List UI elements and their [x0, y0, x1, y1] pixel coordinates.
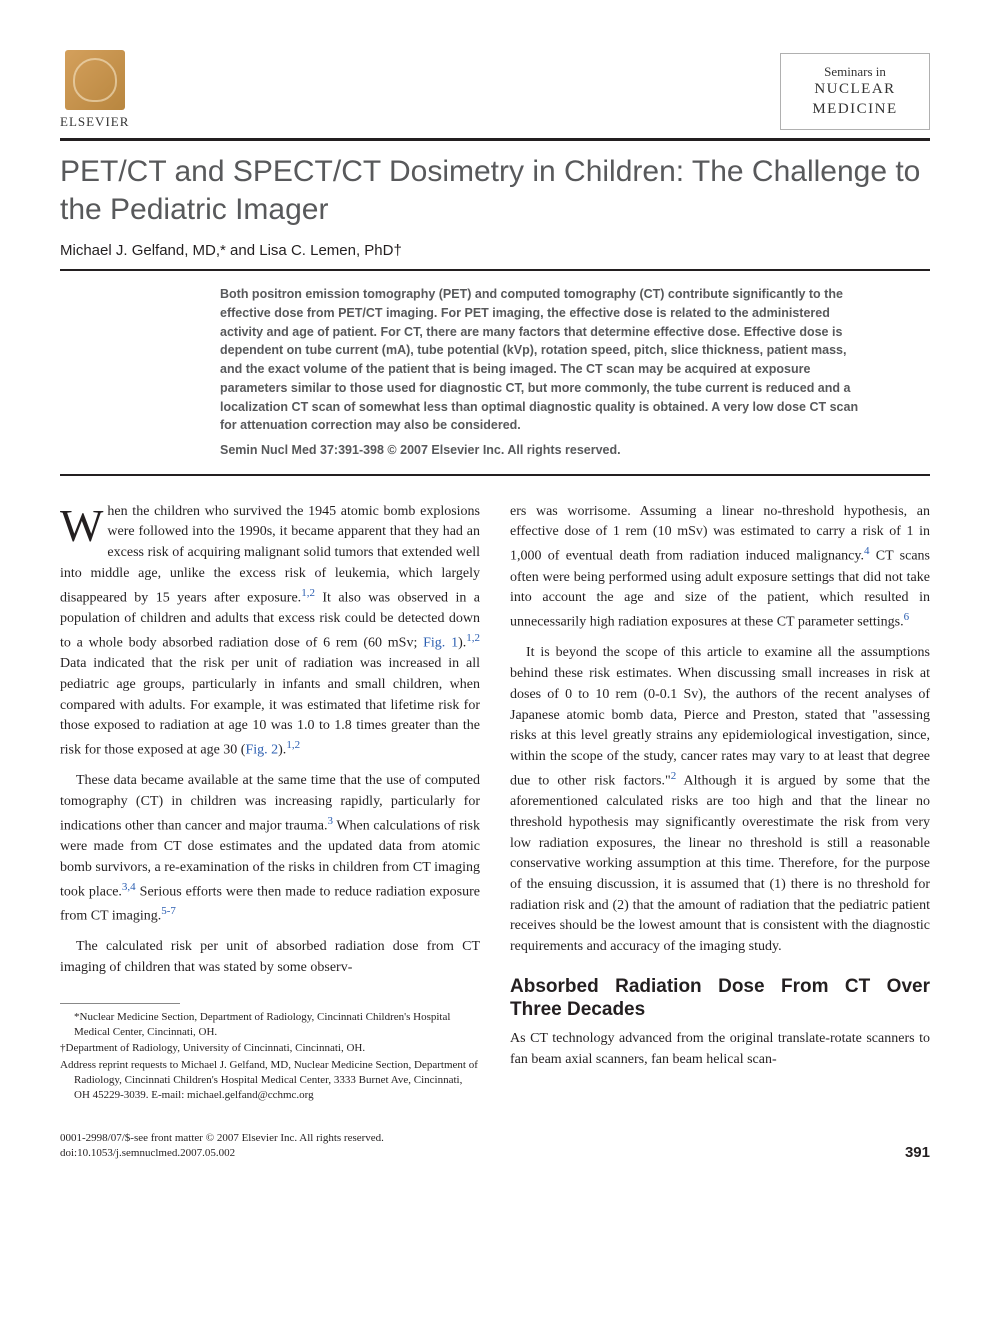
para-5: It is beyond the scope of this article t… [510, 643, 930, 957]
para-5-text-b: Although it is argued by some that the a… [510, 773, 930, 954]
issn-line: 0001-2998/07/$-see front matter © 2007 E… [60, 1131, 384, 1146]
rule-after-authors [60, 269, 930, 271]
rule-top [60, 138, 930, 141]
ref-link[interactable]: 1,2 [286, 739, 300, 751]
column-right: ers was worrisome. Assuming a linear no-… [510, 502, 930, 1105]
ref-link[interactable]: 6 [904, 611, 910, 623]
journal-title-box: Seminars in NUCLEAR MEDICINE [780, 53, 930, 130]
journal-prefix: Seminars in [797, 64, 913, 80]
column-left: When the children who survived the 1945 … [60, 502, 480, 1105]
para-6: As CT technology advanced from the origi… [510, 1029, 930, 1070]
abstract-citation: Semin Nucl Med 37:391-398 © 2007 Elsevie… [220, 441, 860, 460]
para-2: These data became available at the same … [60, 771, 480, 927]
affiliation-separator [60, 1003, 180, 1004]
page-number: 391 [905, 1144, 930, 1161]
abstract-block: Both positron emission tomography (PET) … [220, 285, 860, 460]
ref-link[interactable]: 5-7 [161, 905, 176, 917]
ref-link[interactable]: 1,2 [466, 632, 480, 644]
affiliation-reprint: Address reprint requests to Michael J. G… [60, 1058, 480, 1103]
para-1: When the children who survived the 1945 … [60, 502, 480, 762]
figure-ref[interactable]: Fig. 1 [423, 635, 458, 650]
affiliations: *Nuclear Medicine Section, Department of… [60, 1010, 480, 1103]
para-3: The calculated risk per unit of absorbed… [60, 937, 480, 978]
elsevier-tree-icon [65, 50, 125, 110]
publisher-logo: ELSEVIER [60, 50, 129, 130]
section-heading: Absorbed Radiation Dose From CT Over Thr… [510, 976, 930, 1022]
affiliation-2: †Department of Radiology, University of … [60, 1041, 480, 1056]
para-5-text-a: It is beyond the scope of this article t… [510, 645, 930, 788]
journal-name-line2: MEDICINE [797, 100, 913, 120]
ref-link[interactable]: 1,2 [301, 587, 315, 599]
page-header: ELSEVIER Seminars in NUCLEAR MEDICINE [60, 50, 930, 130]
para-4: ers was worrisome. Assuming a linear no-… [510, 502, 930, 634]
figure-ref[interactable]: Fig. 2 [245, 743, 278, 758]
article-title: PET/CT and SPECT/CT Dosimetry in Childre… [60, 153, 930, 228]
body-columns: When the children who survived the 1945 … [60, 502, 930, 1105]
author-line: Michael J. Gelfand, MD,* and Lisa C. Lem… [60, 242, 930, 259]
rule-after-abstract [60, 474, 930, 476]
page-footer: 0001-2998/07/$-see front matter © 2007 E… [60, 1131, 930, 1161]
publisher-name: ELSEVIER [60, 114, 129, 130]
doi-line: doi:10.1053/j.semnuclmed.2007.05.002 [60, 1146, 384, 1161]
journal-name-line1: NUCLEAR [797, 80, 913, 100]
ref-link[interactable]: 3,4 [122, 881, 136, 893]
abstract-text: Both positron emission tomography (PET) … [220, 285, 860, 435]
affiliation-1: *Nuclear Medicine Section, Department of… [60, 1010, 480, 1040]
dropcap: W [60, 502, 107, 545]
footer-left: 0001-2998/07/$-see front matter © 2007 E… [60, 1131, 384, 1161]
